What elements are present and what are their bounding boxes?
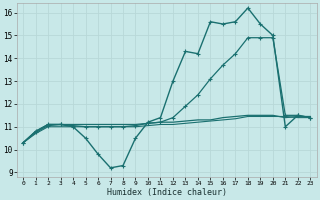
X-axis label: Humidex (Indice chaleur): Humidex (Indice chaleur) <box>107 188 227 197</box>
